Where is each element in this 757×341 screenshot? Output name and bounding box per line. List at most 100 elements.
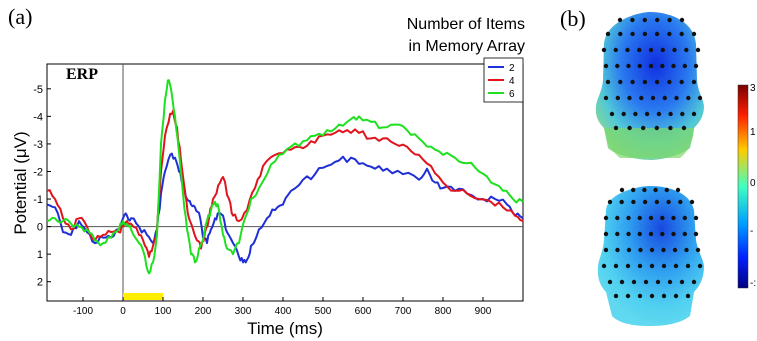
stimulus-bar-rect (123, 293, 163, 300)
y-tick-label: -2 (33, 166, 43, 178)
electrode-dot (637, 263, 643, 269)
electrode-dot (682, 231, 687, 237)
electrode-dot (693, 231, 699, 237)
y-tick-label: -3 (33, 139, 43, 151)
electrode-dot (671, 63, 676, 69)
electrode-dot (654, 125, 659, 131)
series-line-2 (46, 152, 524, 264)
electrode-dot (603, 63, 609, 69)
electrode-dot (613, 263, 619, 269)
electrode-dot (631, 279, 637, 285)
electrode-dot (685, 293, 691, 299)
legend: 2 4 6 (483, 57, 524, 103)
electrode-dot (671, 215, 676, 221)
electrode-dot (662, 95, 667, 101)
legend-label-6: 6 (509, 89, 515, 100)
electrode-dot (603, 231, 609, 237)
electrode-dot (691, 31, 697, 37)
y-tick-label: -5 (33, 84, 43, 96)
legend-title-line-2: in Memory Array (409, 38, 525, 55)
colorbar-tick-3: 0 (750, 178, 756, 189)
electrode-dot (667, 31, 672, 37)
electrode-dot (682, 63, 687, 69)
x-tick-label: 900 (475, 306, 492, 317)
head-shape-top (595, 12, 704, 160)
electrode-dot (615, 215, 620, 221)
electrode-dot (619, 199, 624, 205)
colorbar-tick-5: -: (750, 278, 756, 289)
erp-chart: -100 0 100 200 300 400 500 600 700 800 900 -5-4-3-… (11, 16, 525, 338)
electrode-dot (615, 95, 620, 101)
electrode-dot (655, 279, 661, 285)
electrode-dot (684, 247, 689, 253)
electrode-dot (649, 263, 655, 269)
electrode-dot (637, 215, 642, 221)
electrode-dot (627, 125, 632, 131)
x-tick-label: -100 (73, 306, 93, 317)
scalp-maps (595, 12, 704, 326)
electrode-dot (656, 111, 662, 117)
electrode-dot (625, 263, 631, 269)
electrode-dot (633, 111, 638, 117)
x-axis-ticks: -100 0 100 200 300 400 500 600 700 800 900 (73, 297, 492, 317)
electrode-dot (631, 187, 636, 193)
electrode-dot (671, 231, 676, 237)
series-line-6 (46, 79, 524, 275)
electrode-dot (695, 47, 701, 53)
x-tick-label: 0 (120, 306, 126, 317)
electrode-dot (664, 187, 669, 193)
electrode-dot (642, 17, 647, 23)
electrode-dot (680, 111, 685, 117)
electrode-dot (621, 111, 626, 117)
x-tick-label: 200 (195, 306, 212, 317)
y-axis-ticks: -5 -4 -3 -2 -1 0 1 2 (33, 84, 51, 289)
electrode-dot (630, 31, 635, 37)
electrode-dot (642, 199, 648, 205)
y-tick-label: 2 (37, 277, 43, 289)
electrode-dot (626, 231, 631, 237)
electrode-dot (639, 95, 644, 101)
electrode-dot (655, 17, 660, 23)
x-tick-label: 100 (155, 306, 172, 317)
electrode-dot (654, 79, 660, 85)
electrode-dot (627, 95, 632, 101)
x-axis-label: Time (ms) (247, 319, 323, 338)
colorbar-tick-4: - (750, 226, 753, 237)
scalp-map-top (595, 12, 704, 160)
electrode-dot (613, 125, 619, 131)
y-tick-label: -4 (33, 111, 43, 123)
electrode-dot (618, 31, 623, 37)
electrode-dot (691, 111, 697, 117)
electrode-dot (601, 47, 607, 53)
electrode-dot (661, 263, 667, 269)
scalp-map-bottom (597, 186, 704, 326)
electrode-dot (601, 263, 607, 269)
panel-label-b: (b) (560, 6, 586, 31)
electrode-dot (626, 247, 632, 253)
colorbar-tick-2: 1 (750, 127, 756, 138)
electrode-dot (668, 125, 673, 131)
series-line-4 (46, 109, 524, 258)
electrode-dot (615, 63, 620, 69)
zero-lines (47, 64, 523, 301)
electrode-dot (661, 247, 666, 253)
electrode-dot (681, 125, 687, 131)
electrode-dot (667, 17, 672, 23)
plot-frame (46, 63, 524, 302)
electrode-dot (678, 199, 683, 205)
electrode-dot (673, 293, 679, 299)
y-tick-label: 1 (37, 249, 43, 261)
electrode-dot (650, 95, 656, 101)
electrode-dot (605, 79, 611, 85)
electrode-dot (668, 111, 673, 117)
legend-title-line-1: Number of Items (407, 16, 525, 33)
stimulus-bar (123, 293, 163, 300)
electrode-dot (660, 215, 665, 221)
electrode-dot (667, 279, 673, 285)
electrode-dot (625, 293, 631, 299)
electrode-dot (649, 247, 655, 253)
electrode-dot (605, 31, 611, 37)
electrode-dot (653, 187, 658, 193)
electrode-dot (675, 187, 681, 193)
